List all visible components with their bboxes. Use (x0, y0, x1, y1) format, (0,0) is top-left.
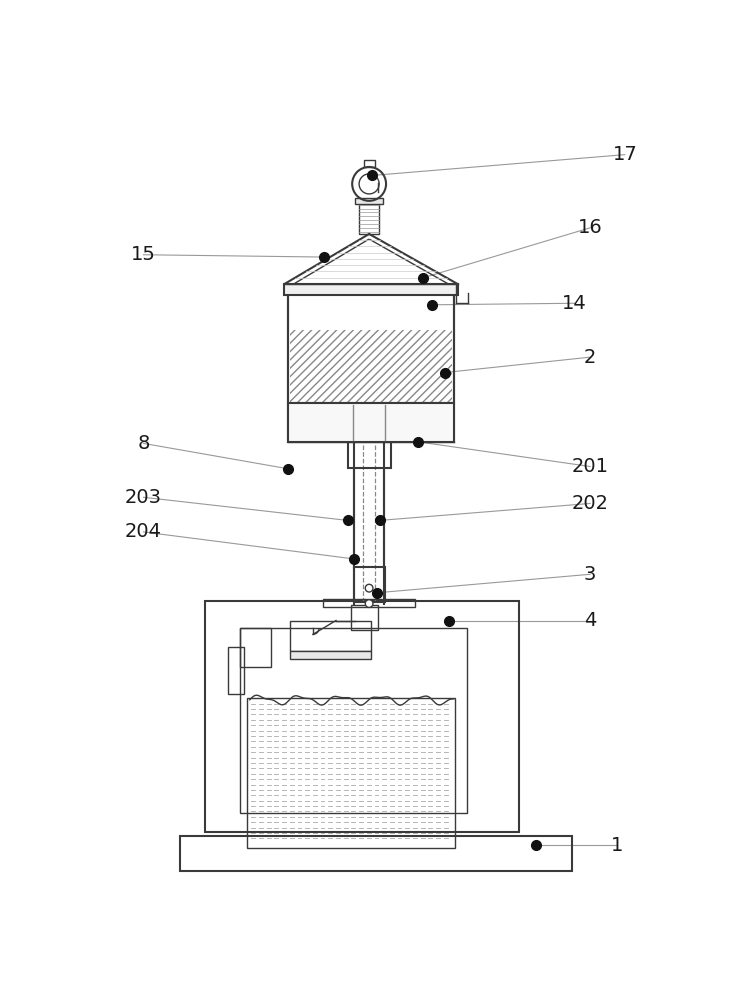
Text: 3: 3 (584, 565, 596, 584)
Bar (356, 198, 383, 204)
Bar (284, 284, 457, 295)
Bar (205, 601, 519, 832)
Text: 14: 14 (562, 294, 587, 313)
Text: 203: 203 (125, 488, 162, 507)
Bar (364, 160, 375, 167)
Bar (248, 698, 455, 848)
Bar (290, 620, 371, 651)
Text: 1: 1 (611, 836, 623, 855)
Bar (290, 651, 371, 659)
Text: 16: 16 (578, 218, 603, 237)
Text: 2: 2 (584, 348, 596, 367)
Bar (180, 836, 572, 871)
Bar (288, 293, 454, 403)
Text: 204: 204 (125, 522, 162, 541)
Text: 201: 201 (572, 457, 608, 476)
Bar (240, 628, 270, 667)
Bar (323, 599, 416, 607)
Bar (288, 403, 454, 442)
Circle shape (365, 600, 373, 607)
Bar (240, 628, 467, 813)
Bar (351, 605, 378, 630)
Text: 4: 4 (584, 611, 596, 630)
Text: 17: 17 (612, 145, 637, 164)
Bar (359, 203, 379, 234)
Bar (290, 330, 452, 440)
Text: 202: 202 (572, 494, 608, 513)
Circle shape (365, 584, 373, 592)
Bar (347, 442, 391, 468)
Bar (228, 647, 243, 694)
Text: 15: 15 (131, 245, 156, 264)
Text: 8: 8 (137, 434, 150, 453)
Bar (354, 567, 385, 602)
